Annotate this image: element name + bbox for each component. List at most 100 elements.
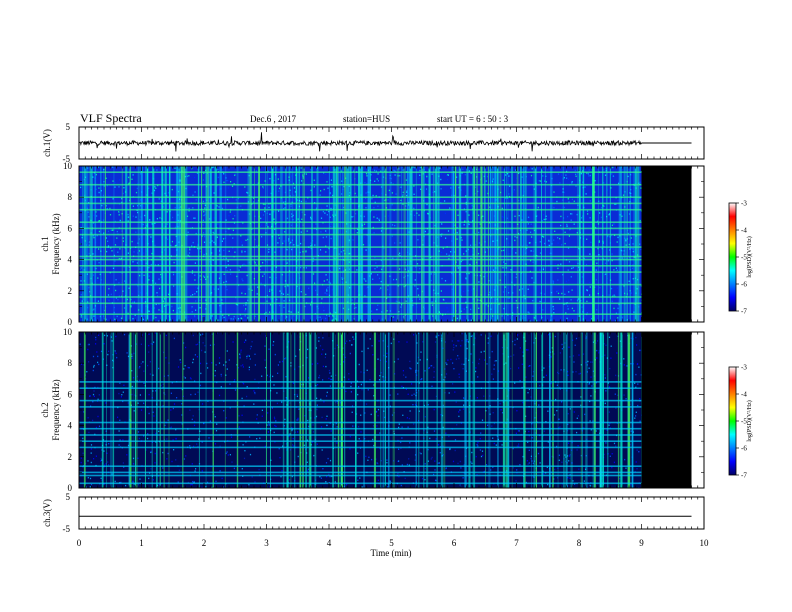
- spectrogram-noise-cell: [187, 254, 189, 257]
- spectrogram-noise-cell: [375, 411, 377, 413]
- spectrogram-noise-cell: [80, 267, 82, 269]
- spectrogram-noise-cell: [588, 383, 590, 385]
- spectrogram-noise-cell: [282, 445, 284, 447]
- spectrogram-noise-cell: [158, 278, 160, 280]
- spectrogram-noise-cell: [191, 272, 193, 274]
- spectrogram-noise-cell: [461, 307, 463, 310]
- spectrogram-sferic-streak: [600, 332, 603, 488]
- spectrogram-narrowband-line: [79, 406, 642, 408]
- spectrogram-noise-cell: [572, 355, 575, 357]
- spectrogram-noise-cell: [604, 262, 607, 264]
- spectrogram-noise-cell: [570, 299, 572, 301]
- spectrogram-noise-cell: [360, 371, 362, 373]
- spectrogram-noise-cell: [389, 174, 391, 177]
- spectrogram-noise-cell: [493, 364, 495, 366]
- spectrogram-sferic-streak: [397, 166, 400, 322]
- spectrogram-noise-cell: [192, 480, 194, 483]
- spectrogram-noise-cell: [557, 477, 559, 479]
- spectrogram-noise-cell: [294, 191, 296, 193]
- spectrogram-noise-cell: [312, 257, 314, 260]
- spectrogram-noise-cell: [378, 218, 380, 220]
- spectrogram-noise-cell: [495, 360, 497, 362]
- spectrogram-noise-cell: [421, 478, 424, 480]
- spectrogram-noise-cell: [305, 250, 307, 252]
- spectrogram-noise-cell: [478, 281, 480, 283]
- spectrogram-noise-cell: [285, 397, 287, 399]
- spectrogram-noise-cell: [491, 180, 494, 183]
- spectrogram-noise-cell: [502, 267, 504, 269]
- spectrogram-noise-cell: [578, 373, 580, 375]
- spectrogram-noise-cell: [635, 411, 637, 413]
- spectrogram-noise-cell: [158, 367, 160, 370]
- spectrogram-noise-cell: [243, 257, 245, 259]
- spectrogram-noise-cell: [557, 237, 559, 239]
- spectrogram-noise-cell: [214, 416, 216, 418]
- spectrogram-noise-cell: [577, 194, 579, 197]
- spectrogram-noise-cell: [392, 263, 394, 265]
- spectrogram-noise-cell: [404, 261, 406, 264]
- spectrogram-noise-cell: [413, 166, 415, 169]
- spectrogram-noise-cell: [142, 223, 144, 226]
- spectrogram-noise-cell: [274, 424, 276, 427]
- spectrogram-noise-cell: [503, 249, 505, 252]
- spectrogram-noise-cell: [612, 298, 614, 300]
- spectrogram-noise-cell: [416, 342, 418, 344]
- spectrogram-noise-cell: [458, 186, 460, 189]
- spectrogram-noise-cell: [104, 334, 106, 337]
- spectrogram-noise-cell: [532, 370, 535, 373]
- spectrogram-noise-cell: [80, 280, 82, 282]
- spectrogram-noise-cell: [510, 269, 512, 271]
- spectrogram-noise-cell: [103, 450, 105, 452]
- spectrogram-noise-cell: [480, 351, 482, 353]
- spectrogram-noise-cell: [537, 206, 539, 209]
- spectrogram-noise-cell: [89, 395, 91, 397]
- spectrogram-noise-cell: [387, 345, 389, 348]
- spectrogram-noise-cell: [162, 383, 164, 385]
- spectrogram-noise-cell: [386, 462, 388, 464]
- spectrogram-noise-cell: [191, 307, 193, 309]
- spectrogram-noise-cell: [172, 216, 174, 219]
- spectrogram-noise-cell: [89, 254, 91, 257]
- ch1-spectrogram-ylabel-frequency: Frequency (kHz): [51, 213, 61, 274]
- spectrogram-noise-cell: [219, 470, 221, 472]
- spectrogram-noise-cell: [283, 240, 285, 242]
- spectrogram-noise-cell: [637, 254, 639, 256]
- spectrogram-sferic-streak: [134, 332, 136, 488]
- spectrogram-noise-cell: [188, 252, 191, 254]
- spectrogram-noise-cell: [388, 243, 390, 245]
- spectrogram-noise-cell: [85, 244, 87, 246]
- spectrogram-noise-cell: [319, 476, 321, 478]
- spectrogram-noise-cell: [531, 423, 533, 425]
- spectrogram-sferic-streak: [507, 166, 509, 322]
- spectrogram-noise-cell: [463, 464, 465, 466]
- spectrogram-noise-cell: [398, 426, 400, 429]
- spectrogram-noise-cell: [232, 318, 234, 320]
- spectrogram-noise-cell: [202, 342, 204, 344]
- spectrogram-noise-cell: [202, 200, 205, 203]
- spectrogram-noise-cell: [528, 242, 530, 244]
- spectrogram-noise-cell: [576, 449, 578, 451]
- spectrogram-sferic-streak: [626, 166, 628, 322]
- spectrogram-noise-cell: [300, 437, 303, 439]
- spectrogram-noise-cell: [194, 262, 196, 264]
- spectrogram-noise-cell: [443, 299, 445, 301]
- spectrogram-noise-cell: [543, 293, 546, 295]
- spectrogram-noise-cell: [286, 239, 288, 242]
- spectrogram-noise-cell: [251, 228, 253, 230]
- spectrogram-noise-cell: [589, 400, 591, 403]
- spectrogram-noise-cell: [291, 201, 293, 203]
- spectrogram-noise-cell: [555, 398, 557, 401]
- spectrogram-sferic-streak: [285, 166, 287, 322]
- ch1-waveform-ticks: [78, 127, 705, 159]
- spectrogram-sferic-streak: [358, 166, 360, 322]
- spectrogram-noise-cell: [177, 366, 180, 368]
- spectrogram-noise-cell: [443, 379, 445, 381]
- spectrogram-noise-cell: [440, 188, 442, 190]
- spectrogram-noise-cell: [322, 379, 324, 381]
- spectrogram-noise-cell: [144, 301, 147, 303]
- spectrogram-noise-cell: [548, 244, 551, 247]
- spectrogram-sferic-streak: [271, 166, 274, 322]
- spectrogram-sferic-streak: [511, 166, 513, 322]
- spectrogram-noise-cell: [532, 185, 535, 187]
- spectrogram-noise-cell: [433, 408, 435, 411]
